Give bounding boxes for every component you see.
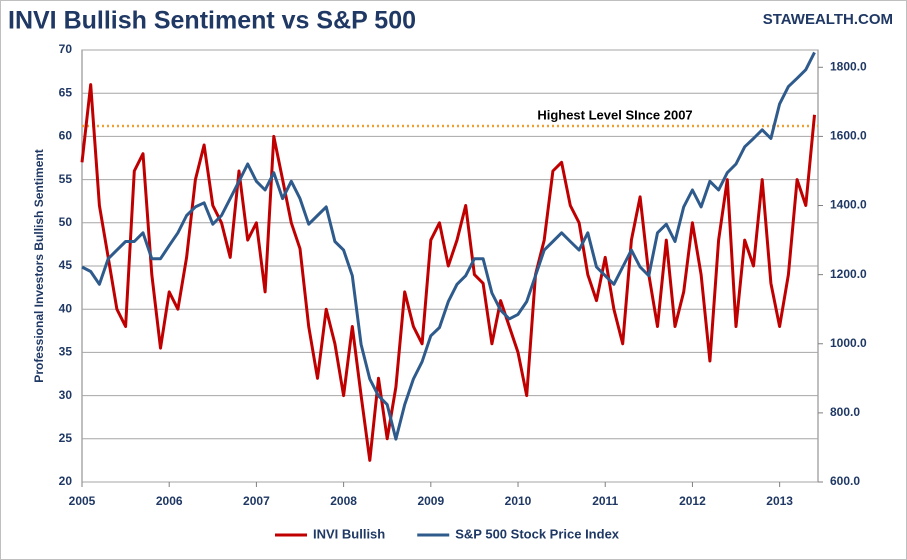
x-tick-label: 2005 (69, 494, 96, 508)
chart-title: INVI Bullish Sentiment vs S&P 500 (8, 7, 416, 35)
x-tick-label: 2013 (766, 494, 793, 508)
y2-tick-label: 1000.0 (830, 336, 867, 350)
x-tick-label: 2010 (505, 494, 532, 508)
y-tick-label: 40 (59, 301, 73, 315)
series-line (81, 51, 816, 441)
y2-tick-label: 800.0 (830, 405, 860, 419)
y2-tick-label: 1400.0 (830, 198, 867, 212)
y-tick-label: 25 (59, 431, 73, 445)
reference-label: Highest Level SInce 2007 (537, 107, 692, 122)
x-tick-label: 2006 (156, 494, 183, 508)
legend-label: INVI Bullish (313, 526, 385, 541)
x-tick-label: 2011 (592, 494, 618, 508)
x-tick-label: 2009 (417, 494, 444, 508)
y2-tick-label: 1200.0 (830, 267, 867, 281)
y-tick-label: 35 (59, 345, 73, 359)
y-tick-label: 55 (59, 172, 73, 186)
legend-label: S&P 500 Stock Price Index (455, 526, 620, 541)
y-tick-label: 70 (59, 42, 73, 56)
y2-tick-label: 1800.0 (830, 59, 867, 73)
x-tick-label: 2007 (243, 494, 270, 508)
x-tick-label: 2008 (330, 494, 357, 508)
y-tick-label: 20 (59, 474, 73, 488)
y2-tick-label: 1600.0 (830, 129, 867, 143)
y-tick-label: 60 (59, 129, 73, 143)
y-tick-label: 30 (59, 388, 73, 402)
watermark: STAWEALTH.COM (763, 11, 893, 28)
series-line (80, 83, 816, 462)
y-axis-label: Professional Investors Bullish Sentiment (32, 149, 46, 382)
y-tick-label: 65 (59, 85, 73, 99)
y-tick-label: 50 (59, 215, 73, 229)
x-tick-label: 2012 (679, 494, 706, 508)
y-tick-label: 45 (59, 258, 73, 272)
y2-tick-label: 600.0 (830, 474, 860, 488)
